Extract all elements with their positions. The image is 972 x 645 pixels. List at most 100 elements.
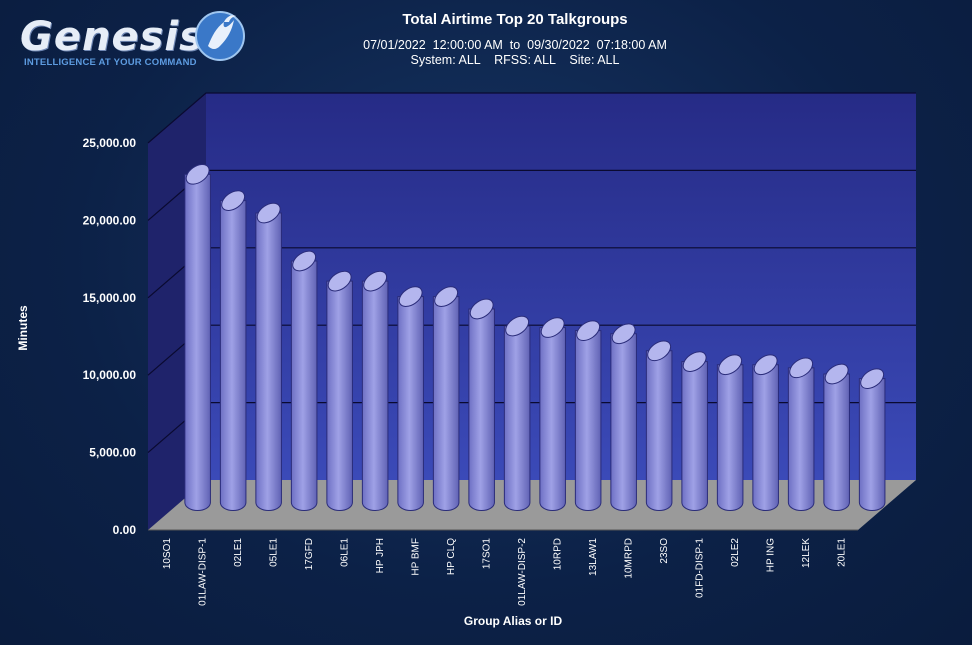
x-tick-label: 17SO1 bbox=[481, 538, 492, 570]
x-tick-label: 01LAW-DISP-2 bbox=[517, 538, 528, 606]
bar bbox=[290, 250, 318, 511]
bar bbox=[397, 286, 424, 511]
chart-filter-line: System: ALL RFSS: ALL Site: ALL bbox=[410, 53, 620, 67]
bar-body bbox=[432, 296, 460, 511]
bar bbox=[432, 286, 460, 511]
bar-cap bbox=[185, 163, 210, 185]
x-tick-label: 10SO1 bbox=[162, 538, 173, 570]
bar-cap bbox=[469, 298, 494, 320]
bar-cap bbox=[434, 286, 459, 307]
bar bbox=[645, 340, 673, 511]
bar-body bbox=[219, 200, 247, 511]
bar-body bbox=[539, 327, 566, 511]
bar bbox=[716, 354, 744, 511]
x-tick-label: 10RPD bbox=[552, 538, 563, 570]
gridline bbox=[147, 92, 916, 144]
x-tick-label: HP BMF bbox=[410, 538, 421, 576]
bar-body bbox=[787, 367, 815, 511]
y-tick-label: 0.00 bbox=[113, 523, 137, 537]
y-tick-label: 5,000.00 bbox=[89, 446, 136, 460]
bar-cap bbox=[824, 363, 849, 385]
bar bbox=[361, 270, 389, 511]
bar-body bbox=[752, 364, 779, 511]
genesis-logo: Genesis INTELLIGENCE AT YOUR COMMAND bbox=[14, 6, 254, 72]
bar-cap bbox=[398, 286, 423, 307]
chart-title: Total Airtime Top 20 Talkgroups bbox=[402, 11, 628, 28]
bar-body bbox=[255, 212, 282, 511]
bar bbox=[858, 368, 886, 511]
bar-cap bbox=[576, 320, 601, 342]
bar-cap bbox=[292, 250, 317, 272]
y-axis-title: Minutes bbox=[16, 305, 30, 351]
bar-cap bbox=[860, 368, 885, 389]
x-tick-label: 01LAW-DISP-1 bbox=[197, 538, 208, 606]
y-tick-label: 20,000.00 bbox=[83, 213, 137, 227]
bar-cap bbox=[221, 190, 246, 211]
x-axis-ticks: 10SO1 01LAW-DISP-1 02LE1 05LE1 17GFD 06LE1 HP … bbox=[162, 538, 848, 606]
bar-body bbox=[503, 325, 531, 511]
bar bbox=[468, 298, 495, 511]
bar-cap bbox=[753, 354, 778, 376]
x-tick-label: 12LEK bbox=[801, 538, 812, 568]
bar-cap bbox=[647, 340, 672, 362]
logo-wordmark: Genesis bbox=[20, 14, 204, 60]
bar-body bbox=[361, 280, 389, 511]
x-tick-label: 02LE2 bbox=[730, 538, 741, 567]
x-tick-label: 17GFD bbox=[304, 538, 315, 570]
bar-body bbox=[468, 308, 495, 511]
bar bbox=[752, 354, 779, 511]
x-tick-label: 20LE1 bbox=[836, 538, 847, 567]
bar-cap bbox=[505, 315, 530, 337]
x-tick-label: HP ING bbox=[765, 538, 776, 572]
bar bbox=[326, 270, 353, 511]
bar-body bbox=[326, 280, 353, 511]
bar-body bbox=[184, 173, 211, 511]
x-tick-label: 05LE1 bbox=[268, 538, 279, 567]
bar-cap bbox=[363, 270, 388, 292]
bar-body bbox=[823, 373, 850, 511]
bar bbox=[184, 163, 211, 511]
bar bbox=[823, 363, 850, 511]
bar bbox=[503, 315, 531, 511]
chart-date-range: 07/01/2022 12:00:00 AM to 09/30/2022 07:… bbox=[363, 38, 667, 52]
bar bbox=[219, 190, 247, 511]
bar-cap bbox=[718, 354, 743, 376]
bar-body bbox=[397, 296, 424, 511]
eagle-icon bbox=[195, 11, 245, 61]
y-tick-label: 25,000.00 bbox=[83, 136, 137, 150]
x-tick-label: 23SO bbox=[659, 538, 670, 564]
bar bbox=[787, 357, 815, 511]
y-tick-label: 10,000.00 bbox=[83, 368, 137, 382]
bar-body bbox=[610, 333, 637, 511]
bars bbox=[184, 163, 886, 511]
bar-body bbox=[290, 260, 318, 511]
y-tick-label: 15,000.00 bbox=[83, 291, 137, 305]
bar bbox=[574, 320, 602, 511]
x-tick-label: 02LE1 bbox=[233, 538, 244, 567]
bar-body bbox=[858, 378, 886, 511]
x-tick-label: 06LE1 bbox=[339, 538, 350, 567]
x-tick-label: 01FD-DISP-1 bbox=[694, 538, 705, 598]
bar-cap bbox=[789, 357, 814, 379]
bar-cap bbox=[682, 351, 707, 372]
bar-cap bbox=[611, 323, 636, 345]
bar-body bbox=[645, 350, 673, 511]
bar bbox=[539, 317, 566, 511]
bar-cap bbox=[327, 270, 352, 292]
bar bbox=[610, 323, 637, 511]
logo-tagline: INTELLIGENCE AT YOUR COMMAND bbox=[24, 57, 197, 68]
bar bbox=[681, 351, 708, 511]
bar-body bbox=[681, 361, 708, 511]
x-tick-label: 10MRPD bbox=[623, 538, 634, 579]
y-axis-ticks: 0.00 5,000.00 10,000.00 15,000.00 20,000.00 2… bbox=[83, 136, 137, 537]
bar-body bbox=[574, 330, 602, 511]
bar bbox=[255, 202, 282, 511]
x-tick-label: HP CLQ bbox=[446, 538, 457, 575]
x-axis-title: Group Alias or ID bbox=[464, 614, 563, 628]
bar-cap bbox=[540, 317, 565, 338]
bar-cap bbox=[256, 202, 281, 224]
x-tick-label: 13LAW1 bbox=[588, 538, 599, 576]
x-tick-label: HP JPH bbox=[375, 538, 386, 573]
bar-body bbox=[716, 364, 744, 511]
